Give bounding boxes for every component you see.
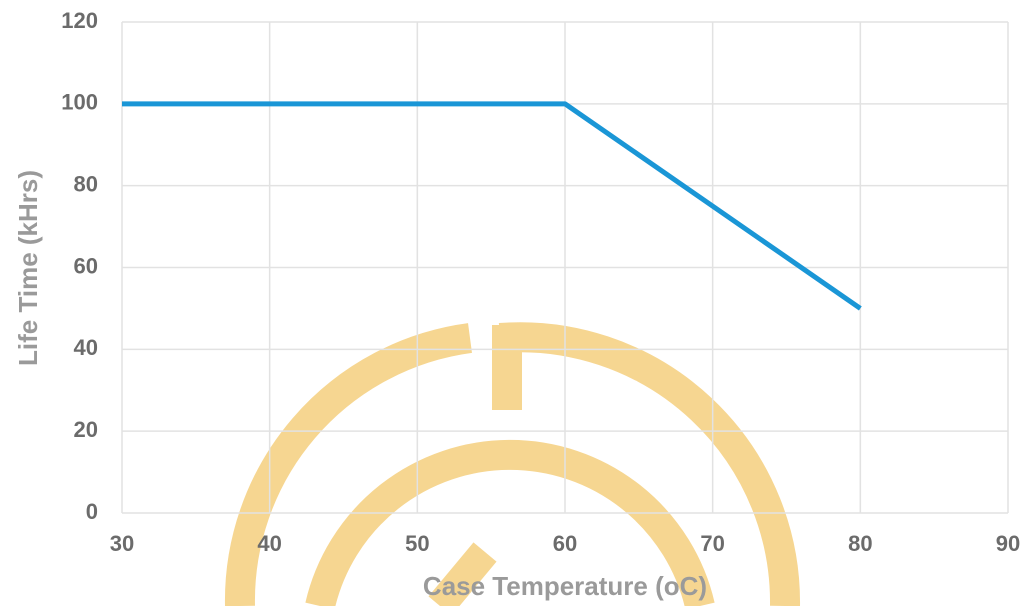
plot: 0 20 40 60 80 100 120 30 40 50 60 70 80 90 [61, 8, 1020, 556]
x-tick-label: 80 [848, 531, 872, 556]
x-tick-label: 90 [996, 531, 1020, 556]
y-tick-label: 0 [86, 499, 98, 524]
watermark-arc [224, 323, 472, 606]
y-tick-label: 20 [74, 417, 98, 442]
line [122, 101, 862, 311]
x-tick-label: 70 [700, 531, 724, 556]
x-tick-label: 40 [257, 531, 281, 556]
watermark-arc [498, 322, 801, 606]
x-tick-label: 60 [553, 531, 577, 556]
y-tick-label: 120 [61, 8, 98, 33]
watermark-arc [305, 439, 715, 606]
watermark-bar [428, 542, 497, 606]
y-tick-label: 60 [74, 253, 98, 278]
y-tick-label: 80 [74, 171, 98, 196]
watermark [224, 322, 801, 606]
x-axis-title: Case Temperature (oC) [423, 571, 707, 601]
x-tick-label: 50 [405, 531, 429, 556]
y-axis-title: Life Time (kHrs) [13, 170, 43, 366]
y-tick-label: 100 [61, 90, 98, 115]
x-tick-label: 30 [110, 531, 134, 556]
y-tick-label: 40 [74, 335, 98, 360]
